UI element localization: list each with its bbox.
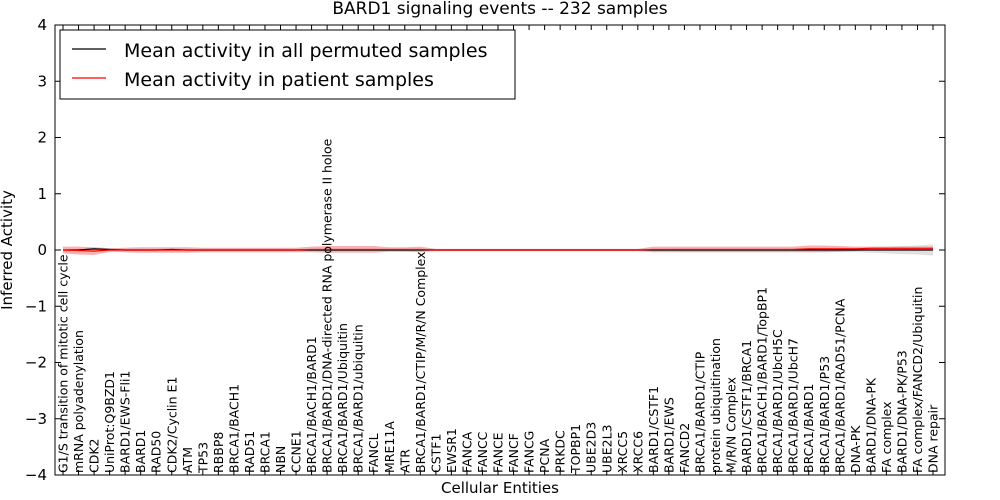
x-tick-label: CCNE1 [289, 430, 304, 473]
y-tick-label: 1 [37, 185, 47, 203]
y-tick-label: −3 [25, 410, 47, 428]
x-tick-label: BRCA1/BARD1/CTIP/M/R/N Complex [413, 251, 428, 473]
line-patient [62, 247, 933, 252]
x-tick-label: BRCA1/BARD1/UbcH5C [770, 329, 785, 473]
x-tick-label: UBE2L3 [599, 425, 614, 474]
legend-box [59, 29, 516, 100]
y-tick-label: −1 [25, 297, 47, 315]
x-tick-label: G1/S transition of mitotic cell cycle [56, 254, 71, 473]
x-tick-label: CDK2 [87, 438, 102, 473]
x-tick-label: RAD50 [149, 431, 164, 473]
x-tick-label: FANCC [475, 431, 490, 473]
x-tick-label: UBE2D3 [584, 422, 599, 473]
x-tick-label: protein ubiquitination [708, 338, 723, 473]
x-tick-label: FANCE [491, 432, 506, 473]
x-tick-label: BRCA1/BARD1/RAD51/PCNA [832, 298, 847, 473]
x-tick-label: PCNA [537, 438, 552, 473]
x-tick-label: FANCA [459, 431, 474, 473]
y-tick-label: −4 [25, 466, 47, 484]
y-tick-label: −2 [25, 354, 47, 372]
x-tick-label: BRCA1/BARD1/UbcH7 [786, 338, 801, 473]
legend-label-patient: Mean activity in patient samples [124, 69, 434, 91]
x-tick-label: BARD1/CSTF1 [646, 386, 661, 473]
y-tick-label: 0 [37, 241, 47, 259]
x-tick-label: BRCA1/BARD1/P53 [817, 356, 832, 473]
x-axis: G1/S transition of mitotic cell cycle mRN… [56, 25, 941, 475]
x-tick-label: BRCA1/BARD1 [801, 384, 816, 473]
x-tick-label: BARD1 [133, 430, 148, 473]
chart-title: BARD1 signaling events -- 232 samples [332, 0, 667, 19]
x-tick-label: M/R/N Complex [724, 377, 739, 473]
x-tick-label: BRCA1/BARD1/Ubiquitin [335, 323, 350, 473]
y-tick-label: 3 [37, 72, 47, 90]
x-tick-label: BRCA1/BACH1 [226, 384, 241, 473]
x-tick-label: FANCD2 [677, 423, 692, 473]
x-tick-label: BARD1/CSTF1/BRCA1 [739, 340, 754, 473]
x-tick-label: PRKDC [553, 430, 568, 473]
x-tick-label: BRCA1 [257, 431, 272, 473]
x-tick-label: FA complex [879, 401, 894, 473]
x-tick-label: mRNA polyadenylation [71, 330, 86, 473]
x-tick-label: BARD1/EWS-Fli1 [118, 371, 133, 473]
x-tick-label: FA complex/FANCD2/Ubiquitin [910, 287, 925, 473]
x-tick-label: UniProt:Q9BZD1 [102, 371, 117, 473]
x-tick-label: DNA repair [926, 404, 941, 473]
x-tick-label: CSTF1 [428, 434, 443, 473]
x-tick-label: BRCA1/BACH1/BARD1/TopBP1 [755, 287, 770, 473]
x-tick-label: ATM [180, 447, 195, 473]
legend-label-permuted: Mean activity in all permuted samples [124, 40, 487, 62]
x-tick-label: TOPBP1 [568, 424, 583, 474]
x-tick-label: RAD51 [242, 431, 257, 473]
x-tick-label: XRCC5 [615, 431, 630, 473]
x-tick-label: XRCC6 [630, 431, 645, 473]
x-axis-label: Cellular Entities [441, 479, 559, 497]
x-tick-label: EWSR1 [444, 428, 459, 473]
x-tick-label: DNA-PK [848, 425, 863, 473]
series-lines [62, 247, 933, 252]
x-tick-label: MRE11A [382, 421, 397, 473]
x-tick-label: FANCG [522, 431, 537, 473]
x-tick-label: RBBP8 [211, 432, 226, 473]
x-tick-label: BRCA1/BACH1/BARD1 [304, 336, 319, 473]
y-tick-label: 4 [37, 16, 47, 34]
x-tick-label: BARD1/DNA-PK/P53 [894, 350, 909, 473]
x-tick-label: ATR [397, 449, 412, 473]
x-tick-label: BARD1/EWS [661, 397, 676, 473]
y-axis: 4 3 2 1 0 −1 −2 −3 −4 [25, 16, 945, 484]
x-tick-label: BARD1/DNA-PK [863, 377, 878, 473]
x-tick-label: BRCA1/BARD1/DNA-directed RNA polymerase … [320, 138, 335, 473]
x-tick-label: FANCL [366, 433, 381, 473]
x-tick-label: CDK2/Cyclin E1 [164, 377, 179, 473]
y-tick-label: 2 [37, 129, 47, 147]
legend: Mean activity in all permuted samples Me… [59, 29, 516, 100]
x-tick-label: BRCA1/BARD1/ubiquitin [351, 324, 366, 473]
x-tick-label: NBN [273, 446, 288, 473]
x-tick-label: BRCA1/BARD1/CTIP [692, 351, 707, 473]
x-tick-label: FANCF [506, 433, 521, 473]
y-axis-label: Inferred Activity [0, 190, 16, 310]
x-tick-label: TP53 [195, 442, 210, 474]
